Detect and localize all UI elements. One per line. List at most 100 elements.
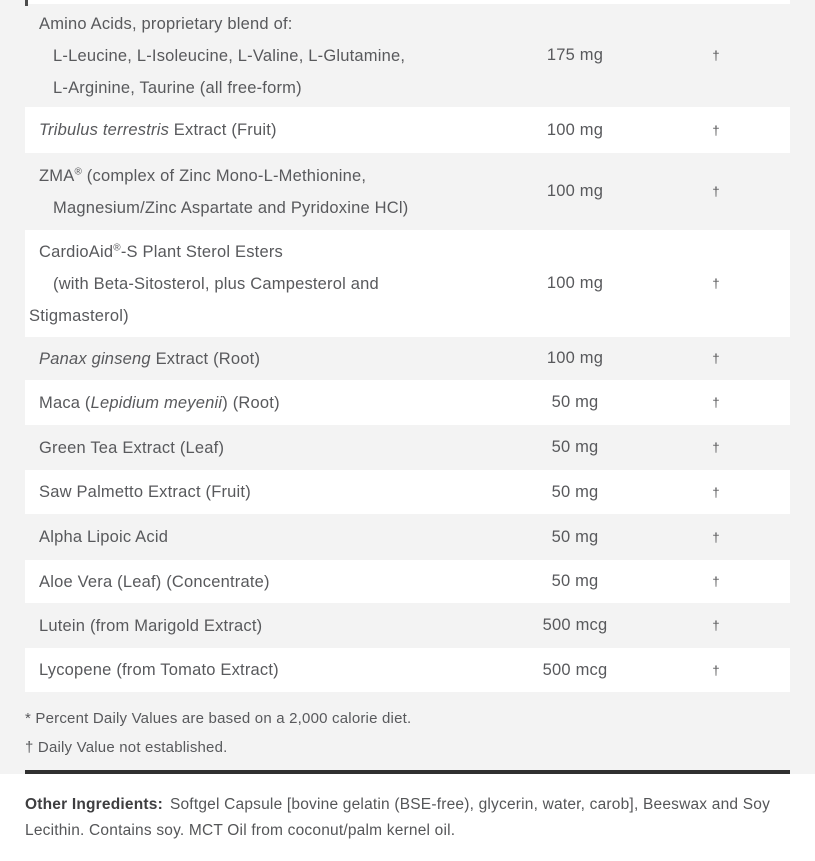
text-segment: Tribulus terrestris [39, 121, 170, 139]
footnote-dv-not-established: † Daily Value not established. [25, 739, 228, 756]
daily-value-dagger: † [712, 184, 720, 199]
daily-value-dagger: † [712, 529, 720, 545]
ingredient-amount: 50 mg [551, 438, 599, 456]
ingredient-amount: 50 mg [551, 572, 599, 590]
ingredient-name-line: Stigmasterol) [25, 300, 490, 332]
daily-value-dagger: † [712, 351, 720, 366]
ingredient-name-line: Aloe Vera (Leaf) (Concentrate) [25, 566, 490, 598]
ingredient-amount: 100 mg [546, 182, 604, 200]
ingredient-name-line: Maca (Lepidium meyenii) (Root) [25, 387, 490, 419]
ingredient-row: Tribulus terrestris Extract (Fruit) 100 m… [25, 107, 790, 153]
text-segment: Amino Acids, proprietary blend of: [39, 14, 293, 33]
text-segment: Saw Palmetto Extract (Fruit) [39, 483, 251, 501]
ingredient-amount: 500 mcg [542, 616, 608, 634]
ingredient-amount: 50 mg [551, 527, 599, 546]
ingredient-row: Lycopene (from Tomato Extract) 500 mcg † [25, 648, 790, 692]
ingredient-name-line: L-Arginine, Taurine (all free-form) [25, 72, 490, 104]
ingredient-row: ZMA® (complex of Zinc Mono-L-Methionine,… [25, 153, 790, 230]
text-segment: Lycopene (from Tomato Extract) [39, 661, 279, 679]
ingredient-name-line: Green Tea Extract (Leaf) [25, 432, 490, 464]
ingredient-name: Amino Acids, proprietary blend of: L-Leuc… [25, 8, 490, 104]
ingredient-row: Amino Acids, proprietary blend of: L-Leuc… [25, 4, 790, 107]
text-segment: Extract (Root) [150, 349, 261, 368]
ingredient-name-line: Panax ginseng Extract (Root) [25, 343, 490, 375]
text-segment: CardioAid [39, 242, 114, 261]
text-segment: ZMA [39, 166, 75, 185]
text-segment: Lepidium meyenii [90, 393, 223, 412]
previous-row-remnant [25, 0, 790, 6]
ingredient-name-line: Magnesium/Zinc Aspartate and Pyridoxine … [25, 192, 490, 224]
ingredient-name-line: Saw Palmetto Extract (Fruit) [25, 476, 490, 508]
text-segment: Green Tea Extract (Leaf) [39, 438, 225, 457]
daily-value-dagger: † [712, 48, 720, 63]
ingredient-name: Lycopene (from Tomato Extract) [25, 654, 490, 686]
ingredient-row: Lutein (from Marigold Extract) 500 mcg † [25, 603, 790, 648]
ingredient-row: Green Tea Extract (Leaf) 50 mg † [25, 425, 790, 470]
ingredient-name-line: ZMA® (complex of Zinc Mono-L-Methionine, [25, 160, 490, 192]
ingredient-amount: 50 mg [551, 482, 599, 501]
top-border-remnant [25, 0, 28, 6]
daily-value-dagger: † [712, 484, 720, 500]
other-ingredients-paragraph: Other Ingredients: Softgel Capsule [bovin… [25, 792, 772, 844]
ingredient-amount: 175 mg [546, 46, 604, 64]
daily-value-dagger: † [712, 122, 720, 138]
other-ingredients-text: Softgel Capsule [bovine gelatin (BSE-fre… [25, 796, 771, 839]
daily-value-dagger: † [712, 395, 720, 410]
daily-value-dagger: † [712, 574, 720, 589]
ingredient-name: Saw Palmetto Extract (Fruit) [25, 476, 490, 508]
ingredient-name-line: Amino Acids, proprietary blend of: [25, 8, 490, 40]
ingredient-name: Alpha Lipoic Acid [25, 521, 490, 553]
ingredient-name-line: Tribulus terrestris Extract (Fruit) [25, 114, 490, 146]
ingredient-amount: 100 mg [546, 274, 604, 292]
ingredient-name: Green Tea Extract (Leaf) [25, 432, 490, 464]
ingredient-name: Aloe Vera (Leaf) (Concentrate) [25, 566, 490, 598]
daily-value-dagger: † [712, 618, 720, 633]
daily-value-dagger: † [712, 662, 720, 678]
text-segment: Extract (Fruit) [169, 121, 277, 139]
text-segment: L-Arginine, Taurine (all free-form) [53, 78, 302, 97]
ingredient-row: Maca (Lepidium meyenii) (Root) 50 mg † [25, 380, 790, 425]
ingredient-name-line: L-Leucine, L-Isoleucine, L-Valine, L-Glu… [25, 40, 490, 72]
text-segment: Alpha Lipoic Acid [39, 528, 169, 546]
ingredients-table: Amino Acids, proprietary blend of: L-Leuc… [0, 4, 815, 692]
registered-trademark-symbol: ® [113, 242, 121, 253]
daily-value-dagger: † [712, 440, 720, 455]
section-divider-rule [25, 770, 790, 774]
ingredient-name: Lutein (from Marigold Extract) [25, 610, 490, 642]
other-ingredients-label: Other Ingredients: [25, 796, 163, 813]
ingredient-row: Saw Palmetto Extract (Fruit) 50 mg † [25, 470, 790, 514]
text-segment: Maca ( [39, 393, 91, 412]
footnote-daily-values: * Percent Daily Values are based on a 2,… [25, 710, 412, 727]
ingredient-name: Maca (Lepidium meyenii) (Root) [25, 387, 490, 419]
ingredient-row: Aloe Vera (Leaf) (Concentrate) 50 mg † [25, 560, 790, 603]
ingredient-name-line: Alpha Lipoic Acid [25, 521, 490, 553]
ingredient-name-line: Lutein (from Marigold Extract) [25, 610, 490, 642]
registered-trademark-symbol: ® [74, 166, 83, 177]
ingredient-amount: 500 mcg [542, 660, 608, 679]
text-segment: Aloe Vera (Leaf) (Concentrate) [39, 572, 270, 591]
daily-value-dagger: † [712, 276, 720, 291]
ingredient-amount: 50 mg [551, 393, 599, 411]
ingredient-name-line: Lycopene (from Tomato Extract) [25, 654, 490, 686]
ingredient-name: Tribulus terrestris Extract (Fruit) [25, 114, 490, 146]
footnotes: * Percent Daily Values are based on a 2,… [25, 692, 815, 770]
ingredient-name: CardioAid®-S Plant Sterol Esters (with Be… [25, 236, 490, 332]
supplement-facts-panel: Amino Acids, proprietary blend of: L-Leuc… [0, 0, 815, 774]
ingredient-row: CardioAid®-S Plant Sterol Esters (with Be… [25, 230, 790, 337]
text-segment: L-Leucine, L-Isoleucine, L-Valine, L-Glu… [53, 46, 406, 65]
text-segment: Lutein (from Marigold Extract) [39, 616, 263, 635]
text-segment: (complex of Zinc Mono-L-Methionine, [82, 166, 367, 185]
text-segment: Magnesium/Zinc Aspartate and Pyridoxine … [53, 198, 409, 217]
ingredient-amount: 100 mg [546, 349, 604, 367]
ingredient-row: Alpha Lipoic Acid 50 mg † [25, 514, 790, 560]
ingredient-name: Panax ginseng Extract (Root) [25, 343, 490, 375]
ingredient-row: Panax ginseng Extract (Root) 100 mg † [25, 337, 790, 380]
ingredient-name-line: CardioAid®-S Plant Sterol Esters [25, 236, 490, 268]
text-segment: (with Beta-Sitosterol, plus Campesterol … [53, 274, 379, 293]
text-segment: Stigmasterol) [29, 306, 129, 325]
ingredient-name: ZMA® (complex of Zinc Mono-L-Methionine,… [25, 160, 490, 224]
ingredient-name-line: (with Beta-Sitosterol, plus Campesterol … [25, 268, 490, 300]
text-segment: -S Plant Sterol Esters [120, 242, 283, 261]
other-ingredients-section: Other Ingredients: Softgel Capsule [bovin… [0, 774, 815, 861]
text-segment: Panax ginseng [39, 349, 151, 368]
